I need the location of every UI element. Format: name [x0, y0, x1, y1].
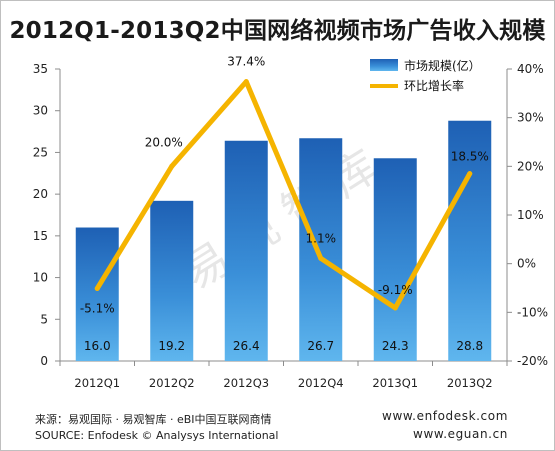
y-right-tick-label: -10%: [517, 305, 548, 319]
y-left-tick-label: 10: [33, 271, 48, 285]
x-tick-label: 2012Q3: [223, 376, 269, 390]
legend-bar-label: 市场规模(亿）: [404, 58, 481, 73]
chart-title: 2012Q1-2013Q2中国网络视频市场广告收入规模: [9, 18, 546, 44]
bar-2012Q1: [75, 227, 119, 361]
growth-value-label: 18.5%: [451, 150, 489, 164]
bar-2012Q2: [150, 200, 194, 361]
y-left-tick-label: 35: [33, 62, 48, 76]
bar-value-label: 24.3: [382, 339, 409, 353]
growth-point: [318, 255, 324, 261]
bar-value-label: 26.7: [307, 339, 334, 353]
bar-2013Q1: [373, 158, 417, 361]
growth-value-label: -5.1%: [80, 301, 115, 315]
bar-value-label: 19.2: [158, 339, 185, 353]
url-enfodesk[interactable]: www.enfodesk.com: [382, 409, 508, 423]
x-tick-label: 2013Q2: [447, 376, 493, 390]
growth-line: [94, 79, 473, 311]
legend-bar-swatch: [370, 59, 398, 71]
y-right-tick-label: 30%: [517, 111, 544, 125]
y-left-tick-label: 0: [40, 354, 48, 368]
bar-2012Q3: [224, 140, 268, 361]
growth-point: [467, 171, 473, 177]
growth-value-label: 1.1%: [306, 231, 337, 245]
bar-value-label: 16.0: [84, 339, 111, 353]
growth-point: [243, 79, 249, 85]
growth-point: [392, 305, 398, 311]
bar-2013Q2: [448, 120, 492, 362]
growth-value-label: -9.1%: [378, 283, 413, 297]
growth-value-label: 37.4%: [227, 55, 265, 69]
y-left-tick-label: 15: [33, 229, 48, 243]
legend-line-label: 环比增长率: [404, 78, 464, 93]
x-tick-label: 2012Q1: [74, 376, 120, 390]
source-cn: 来源：易观国际 · 易观智库 · eBI中国互联网商情: [35, 413, 272, 426]
y-right-tick-label: 10%: [517, 208, 544, 222]
y-right-tick-label: -20%: [517, 354, 548, 368]
source-en: SOURCE: Enfodesk © Analysys Internationa…: [35, 429, 279, 442]
y-right-tick-label: 0%: [517, 257, 536, 271]
x-tick-label: 2012Q4: [298, 376, 344, 390]
x-tick-label: 2013Q1: [372, 376, 418, 390]
y-left-tick-label: 20: [33, 187, 48, 201]
growth-point: [94, 285, 100, 291]
y-right-tick-label: 20%: [517, 159, 544, 173]
bar-value-label: 26.4: [233, 339, 260, 353]
y-right-tick-label: 40%: [517, 62, 544, 76]
y-left-tick-label: 25: [33, 145, 48, 159]
y-left-tick-label: 5: [40, 312, 48, 326]
x-tick-label: 2012Q2: [149, 376, 195, 390]
bar-value-label: 28.8: [456, 339, 483, 353]
bar-2012Q4: [299, 138, 343, 361]
url-eguan[interactable]: www.eguan.cn: [413, 427, 508, 441]
y-left-tick-label: 30: [33, 104, 48, 118]
growth-value-label: 20.0%: [145, 135, 183, 149]
growth-point: [169, 163, 175, 169]
